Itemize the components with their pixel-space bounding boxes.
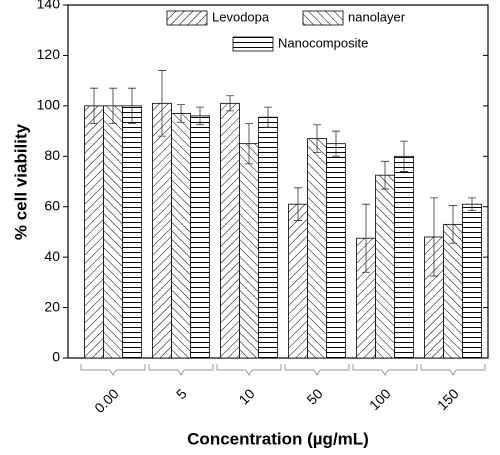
group-bracket [352, 364, 418, 376]
error-bar [196, 106, 204, 126]
error-bar [400, 140, 408, 172]
bar [462, 203, 482, 359]
x-tick-label: 5 [173, 385, 190, 402]
bar [171, 113, 191, 359]
group-bracket [216, 364, 282, 376]
y-tick-label: 140 [37, 0, 61, 12]
error-bar [381, 160, 389, 190]
error-bar [128, 87, 136, 124]
bar [375, 174, 395, 359]
bar [220, 102, 240, 359]
error-bar [90, 87, 98, 124]
y-axis-title: % cell viability [11, 123, 30, 240]
bar [84, 105, 104, 359]
error-bar [226, 95, 234, 112]
error-bar [449, 205, 457, 244]
legend-label: Levodopa [212, 9, 270, 24]
error-bar [264, 106, 272, 128]
y-tick-label: 80 [44, 147, 60, 163]
x-tick-label: 50 [303, 385, 325, 407]
bar [288, 203, 308, 359]
bar [326, 143, 346, 359]
y-tick-label: 120 [37, 46, 61, 62]
error-bar [313, 124, 321, 153]
x-tick-label: 10 [235, 385, 257, 407]
legend-label: Nanocomposite [278, 35, 368, 50]
error-bar [158, 70, 166, 137]
error-bar [177, 104, 185, 123]
error-bar [468, 197, 476, 211]
x-tick-label: 0.00 [91, 385, 122, 416]
legend-swatch [166, 10, 208, 26]
error-bar [430, 197, 438, 277]
y-tick-label: 20 [44, 298, 60, 314]
legend-label: nanolayer [348, 9, 406, 24]
error-bar [332, 130, 340, 157]
legend-swatch [232, 36, 274, 52]
error-bar [109, 87, 117, 124]
y-tick-label: 40 [44, 248, 60, 264]
bar [258, 116, 278, 359]
error-bar [294, 187, 302, 221]
error-bar [245, 123, 253, 165]
x-tick-label: 150 [434, 385, 462, 413]
y-tick-label: 100 [37, 97, 61, 113]
group-bracket [420, 364, 486, 376]
bar [394, 155, 414, 359]
group-bracket [148, 364, 214, 376]
bar [239, 143, 259, 359]
bar [190, 115, 210, 359]
x-tick-label: 100 [366, 385, 394, 413]
bar [152, 102, 172, 359]
y-tick-label: 60 [44, 197, 60, 213]
bar [443, 223, 463, 359]
error-bar [362, 203, 370, 273]
legend-swatch [302, 10, 344, 26]
bar [122, 105, 142, 359]
x-axis-title: Concentration (µg/mL) [187, 429, 369, 448]
group-bracket [80, 364, 146, 376]
bar [103, 105, 123, 359]
group-bracket [284, 364, 350, 376]
y-tick-label: 0 [52, 349, 60, 365]
bar [307, 138, 327, 359]
plot-frame [67, 4, 489, 359]
